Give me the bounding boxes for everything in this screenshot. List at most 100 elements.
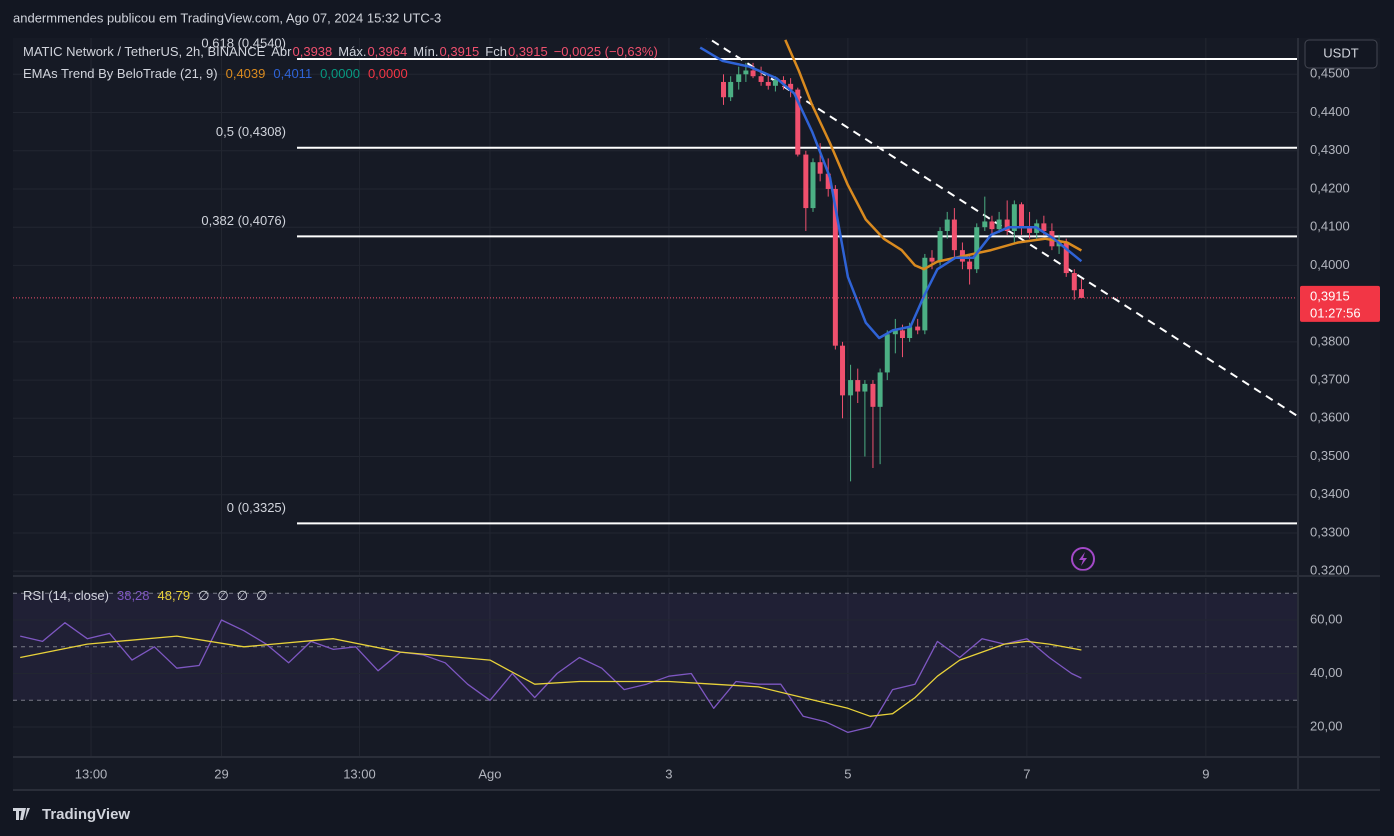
candle-body — [877, 372, 883, 407]
candle-body — [989, 221, 995, 230]
legend-item: 0,4039 — [226, 66, 266, 81]
candle-body — [937, 231, 943, 262]
candle-body — [862, 383, 868, 392]
y-tick-label: 0,4000 — [1310, 257, 1350, 272]
rsi-line — [20, 619, 1082, 734]
logo-mark — [13, 808, 30, 820]
candle-body — [892, 330, 898, 335]
candle-body — [929, 257, 935, 262]
candle-body — [721, 81, 727, 98]
candle-body — [1011, 204, 1017, 232]
legend-item: 0,3915 — [440, 44, 480, 59]
candle-body — [772, 80, 778, 86]
y-tick-label: 0,4400 — [1310, 104, 1350, 119]
legend-item: 0,0000 — [320, 66, 360, 81]
legend-item: Abr — [271, 44, 292, 59]
ema-line — [699, 46, 1083, 340]
candle-body — [840, 345, 846, 396]
x-tick-label: Ago — [478, 766, 501, 781]
legend-item: 48,79 — [158, 588, 191, 603]
rsi-pane — [13, 578, 1298, 757]
y-tick-label: 20,00 — [1310, 718, 1343, 733]
y-tick-label: 60,00 — [1310, 611, 1343, 626]
candle-body — [810, 162, 816, 209]
footer-brand: TradingView — [42, 806, 130, 823]
chart-area — [13, 38, 1380, 790]
x-tick-label: 5 — [844, 766, 851, 781]
candle-body — [1004, 219, 1010, 232]
currency-button[interactable]: USDT — [1323, 45, 1358, 60]
candle-body — [788, 83, 794, 90]
last-price-label: 0,3915 — [1310, 288, 1350, 303]
fib-label: 0,382 (0,4076) — [201, 213, 286, 228]
candle-body — [825, 173, 831, 189]
candle-body — [915, 326, 921, 331]
candle-body — [743, 70, 749, 75]
legend-item: Máx. — [338, 44, 366, 59]
y-tick-label: 0,3300 — [1310, 524, 1350, 539]
legend-item: ∅ — [198, 588, 209, 603]
candle-body — [1063, 242, 1069, 274]
ema-line — [784, 39, 1083, 271]
legend-item: ∅ — [237, 588, 248, 603]
candle-body — [780, 80, 786, 84]
candle-body — [982, 221, 988, 228]
candle-body — [870, 383, 876, 407]
legend-indicator: EMAs Trend By BeloTrade (21, 9) 0,4039 0,4… — [23, 66, 408, 81]
y-tick-label: 0,4100 — [1310, 219, 1350, 234]
legend-item: MATIC Network / TetherUS, 2h, BINANCE — [23, 44, 266, 59]
countdown-label: 01:27:56 — [1310, 305, 1361, 320]
candle-body — [1027, 227, 1033, 233]
candle-body — [974, 227, 980, 270]
y-tick-label: 40,00 — [1310, 665, 1343, 680]
legend-item: −0,0025 (−0,63%) — [554, 44, 658, 59]
x-tick-label: 13:00 — [343, 766, 376, 781]
candle-body — [750, 70, 756, 77]
candle-body — [907, 326, 913, 339]
legend-item: 38,28 — [117, 588, 150, 603]
legend-item: 0,0000 — [368, 66, 408, 81]
candle-body — [967, 261, 973, 270]
legend-item: RSI (14, close) — [23, 588, 109, 603]
legend-item: ∅ — [217, 588, 228, 603]
candle-body — [817, 162, 823, 174]
alert-bolt — [1079, 552, 1087, 566]
candle-body — [944, 219, 950, 232]
y-tick-label: 0,3400 — [1310, 486, 1350, 501]
candle-body — [795, 89, 801, 155]
candle-body — [855, 380, 861, 392]
candle-body — [765, 81, 771, 86]
logo: TradingView — [13, 806, 130, 823]
candle-body — [996, 219, 1002, 230]
legend-item: ∅ — [256, 588, 267, 603]
alert-icon[interactable] — [1071, 547, 1095, 571]
x-tick-label: 9 — [1202, 766, 1209, 781]
last-price-box — [1300, 285, 1380, 322]
y-tick-label: 0,3200 — [1310, 563, 1350, 578]
candle-body — [1018, 204, 1024, 228]
alert-circle — [1071, 547, 1095, 571]
rsi-line — [20, 635, 1082, 717]
candle-body — [884, 334, 890, 373]
x-tick-label: 7 — [1023, 766, 1030, 781]
candle-body — [951, 219, 957, 251]
legend-item: 0,3915 — [508, 44, 548, 59]
y-tick-label: 0,3600 — [1310, 410, 1350, 425]
candle-body — [848, 380, 854, 396]
legend-item: 0,3964 — [367, 44, 407, 59]
candle-body — [1041, 223, 1047, 232]
y-tick-label: 0,4500 — [1310, 66, 1350, 81]
candle-body — [1078, 289, 1084, 298]
fib-label: 0 (0,3325) — [227, 500, 286, 515]
candle-body — [1071, 273, 1077, 291]
candle-body — [803, 154, 809, 209]
legend-item: EMAs Trend By BeloTrade (21, 9) — [23, 66, 218, 81]
legend-item: Fch — [485, 44, 507, 59]
legend-symbol: MATIC Network / TetherUS, 2h, BINANCE Abr… — [23, 44, 658, 59]
x-tick-label: 13:00 — [75, 766, 108, 781]
candle-body — [728, 81, 734, 98]
candle-body — [899, 330, 905, 339]
price-pane — [13, 38, 1298, 575]
